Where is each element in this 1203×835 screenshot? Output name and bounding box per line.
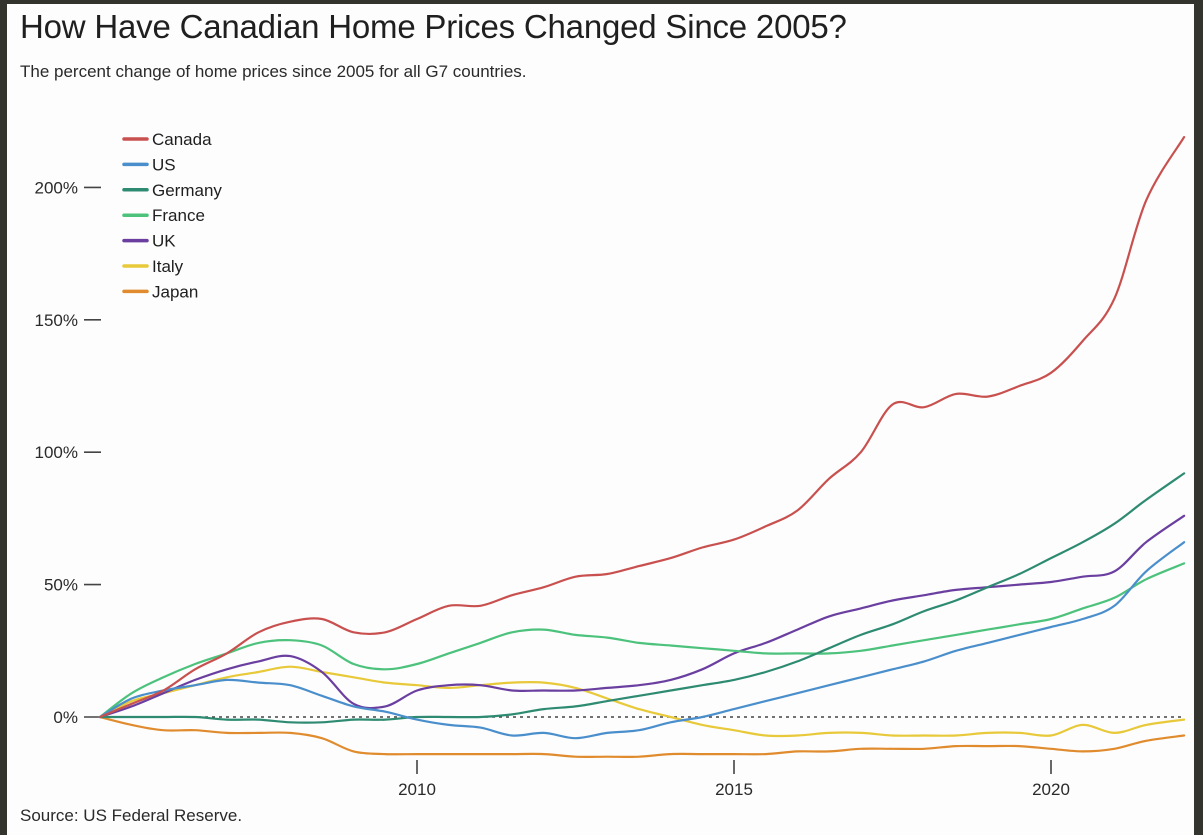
legend-label-us: US xyxy=(152,155,176,174)
series-line-france xyxy=(98,562,1186,719)
y-axis: 0% 50% 100% 150% 200% xyxy=(35,178,101,727)
x-tick-label: 2015 xyxy=(715,780,753,799)
legend-label-germany: Germany xyxy=(152,181,222,200)
y-tick-label: 100% xyxy=(35,443,78,462)
chart-subtitle: The percent change of home prices since … xyxy=(20,62,527,81)
legend-label-canada: Canada xyxy=(152,130,212,149)
series-lines xyxy=(98,136,1186,759)
y-tick-label: 200% xyxy=(35,178,78,197)
series-line-uk xyxy=(98,514,1186,719)
y-tick-label: 0% xyxy=(53,708,78,727)
series-line-us xyxy=(98,541,1186,740)
chart-title: How Have Canadian Home Prices Changed Si… xyxy=(20,8,847,45)
x-tick-label: 2010 xyxy=(398,780,436,799)
y-tick-label: 150% xyxy=(35,311,78,330)
series-line-canada xyxy=(98,136,1186,719)
legend-label-uk: UK xyxy=(152,232,176,251)
legend-label-italy: Italy xyxy=(152,257,184,276)
series-line-japan xyxy=(98,715,1186,759)
x-axis: 2010 2015 2020 xyxy=(398,760,1070,799)
legend-label-france: France xyxy=(152,206,205,225)
series-line-italy xyxy=(98,665,1186,738)
legend-label-japan: Japan xyxy=(152,282,198,301)
legend: Canada US Germany France UK Italy Japan xyxy=(122,130,222,301)
y-tick-label: 50% xyxy=(44,576,78,595)
series-line-germany xyxy=(98,472,1186,724)
source-note: Source: US Federal Reserve. xyxy=(20,806,243,825)
x-tick-label: 2020 xyxy=(1032,780,1070,799)
